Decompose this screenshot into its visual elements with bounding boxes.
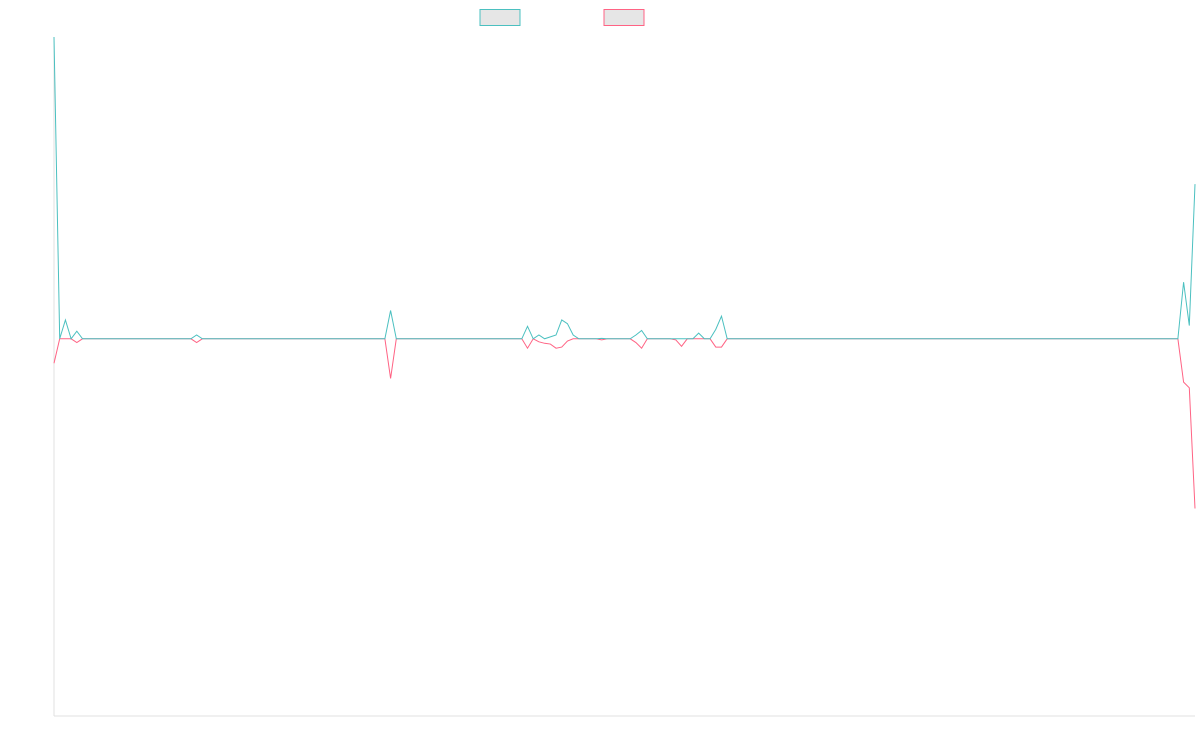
chart-legend [479,9,645,26]
series-line-1 [53,36,1196,340]
chart-axes [53,37,1195,717]
legend-swatch-2[interactable] [603,9,645,26]
legend-swatch-1[interactable] [479,9,521,26]
series-layer [53,36,1196,509]
series-line-2 [53,338,1196,509]
